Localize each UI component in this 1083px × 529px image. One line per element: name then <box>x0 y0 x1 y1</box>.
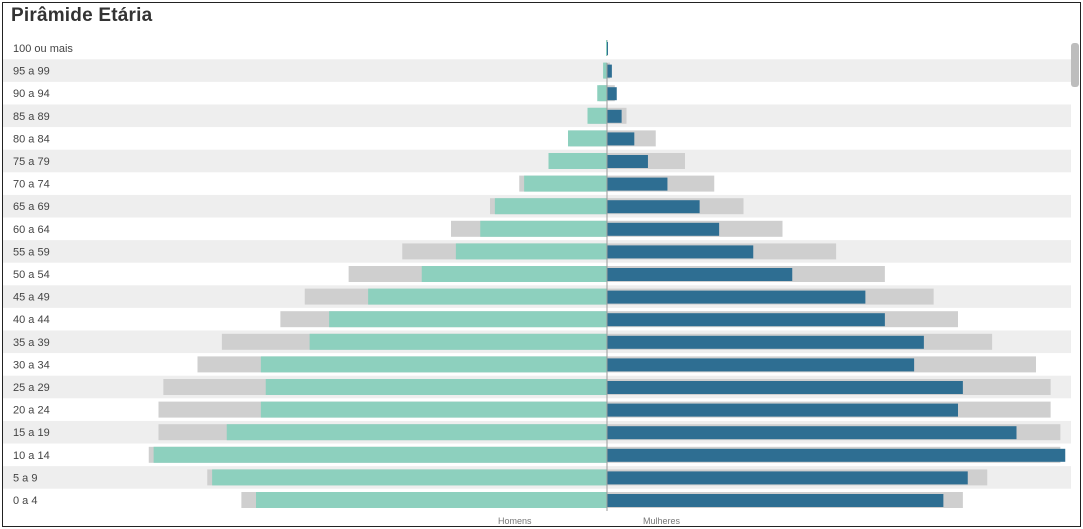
bar-mulheres <box>607 132 635 146</box>
age-label: 40 a 44 <box>13 314 50 326</box>
age-label: 25 a 29 <box>13 382 50 394</box>
pyramid-chart: 0 a 4 5 a 9 10 a 14 15 a 19 20 a 24 25 a 29 30… <box>3 40 1071 526</box>
age-label: 55 a 59 <box>13 246 50 258</box>
bar-homens <box>226 424 607 441</box>
age-label: 100 ou mais <box>13 43 73 55</box>
age-label: 50 a 54 <box>13 269 50 281</box>
bar-homens <box>480 220 607 237</box>
bar-mulheres <box>607 335 924 349</box>
bar-homens <box>212 469 607 486</box>
vertical-scrollbar[interactable] <box>1071 43 1079 87</box>
bar-homens <box>153 446 607 463</box>
bar-mulheres <box>607 64 612 78</box>
bar-mulheres <box>607 87 617 101</box>
bar-mulheres <box>607 200 700 214</box>
row-band <box>3 104 1071 128</box>
age-label: 75 a 79 <box>13 156 50 168</box>
bar-mulheres <box>607 222 720 236</box>
bar-homens <box>587 107 607 124</box>
bar-homens <box>329 311 607 328</box>
age-label: 0 a 4 <box>13 495 37 507</box>
bar-homens <box>524 175 607 192</box>
legend-mulheres: Mulheres <box>643 516 681 526</box>
bar-mulheres <box>607 403 958 417</box>
bar-mulheres <box>607 268 793 281</box>
age-label: 85 a 89 <box>13 111 50 123</box>
age-label: 65 a 69 <box>13 201 50 213</box>
age-label: 5 a 9 <box>13 472 37 484</box>
legend-homens: Homens <box>498 516 532 526</box>
bar-homens <box>265 379 607 395</box>
bar-homens <box>421 266 607 282</box>
bar-homens <box>260 356 607 373</box>
bar-homens <box>260 401 607 418</box>
bar-mulheres <box>607 245 754 259</box>
bar-homens <box>256 492 607 508</box>
age-label: 45 a 49 <box>13 292 50 304</box>
bar-homens <box>606 40 607 56</box>
bar-mulheres <box>607 358 915 372</box>
age-label: 15 a 19 <box>13 427 50 439</box>
age-label: 90 a 94 <box>13 88 50 100</box>
age-label: 35 a 39 <box>13 337 50 349</box>
bar-mulheres <box>607 42 608 55</box>
bar-mulheres <box>607 471 968 485</box>
bar-homens <box>603 62 607 79</box>
bar-mulheres <box>607 426 1017 440</box>
bar-homens <box>548 153 607 169</box>
age-label: 30 a 34 <box>13 359 50 371</box>
bar-mulheres <box>607 290 866 304</box>
bar-homens <box>309 333 607 350</box>
age-label: 60 a 64 <box>13 224 50 236</box>
bar-homens <box>455 243 607 260</box>
bar-mulheres <box>607 313 885 327</box>
age-label: 20 a 24 <box>13 405 50 417</box>
bar-mulheres <box>607 177 668 191</box>
age-label: 80 a 84 <box>13 133 50 145</box>
bar-homens <box>368 288 607 305</box>
age-label: 70 a 74 <box>13 179 50 191</box>
bar-mulheres <box>607 448 1066 462</box>
row-band <box>3 149 1071 173</box>
row-band <box>3 59 1071 82</box>
age-label: 10 a 14 <box>13 450 50 462</box>
bar-homens <box>597 85 607 102</box>
bar-homens <box>568 130 607 147</box>
chart-title: Pirâmide Etária <box>11 5 153 26</box>
bar-mulheres <box>607 494 944 507</box>
bar-mulheres <box>607 155 648 168</box>
bar-homens <box>494 198 607 215</box>
bar-mulheres <box>607 109 622 123</box>
bar-mulheres <box>607 381 963 394</box>
age-label: 95 a 99 <box>13 66 50 78</box>
